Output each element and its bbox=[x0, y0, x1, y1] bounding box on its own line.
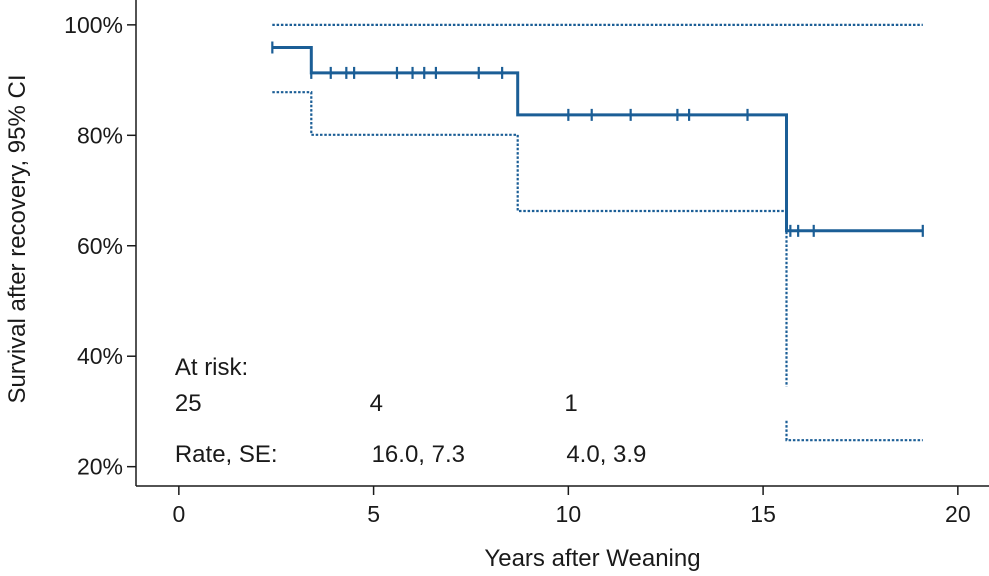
censor-layer bbox=[271, 41, 924, 237]
x-tick-label: 20 bbox=[945, 501, 971, 527]
lower-ci-line bbox=[272, 91, 788, 387]
at-risk-value: 4 bbox=[370, 390, 383, 417]
rate-value: 4.0, 3.9 bbox=[566, 441, 646, 468]
at-risk-label: At risk: bbox=[175, 354, 248, 381]
y-axis-title: Survival after recovery, 95% CI bbox=[4, 74, 31, 403]
x-tick-label: 0 bbox=[172, 501, 185, 527]
y-tick-label: 100% bbox=[64, 12, 123, 38]
y-tick-label: 60% bbox=[77, 233, 123, 259]
survival-estimate-line bbox=[272, 46, 923, 233]
x-tick-label: 5 bbox=[367, 501, 380, 527]
annotations: At risk: 25 4 1 Rate, SE: 16.0, 7.3 4.0, 3.… bbox=[175, 354, 647, 468]
ci-layer bbox=[272, 23, 923, 442]
estimate-layer bbox=[272, 46, 923, 233]
x-tick-label: 15 bbox=[750, 501, 776, 527]
x-axis-title: Years after Weaning bbox=[484, 545, 700, 572]
y-tick-label: 40% bbox=[77, 343, 123, 369]
rate-label: Rate, SE: bbox=[175, 441, 278, 468]
at-risk-value: 1 bbox=[564, 390, 577, 417]
axes: 20% 40% 60% 80% 100% 0 5 10 15 20 bbox=[64, 0, 989, 527]
at-risk-value: 25 bbox=[175, 390, 202, 417]
lower-ci-line bbox=[785, 420, 923, 442]
y-ticks: 20% 40% 60% 80% 100% bbox=[64, 12, 136, 480]
y-tick-label: 80% bbox=[77, 122, 123, 148]
x-ticks: 0 5 10 15 20 bbox=[172, 486, 971, 527]
y-tick-label: 20% bbox=[77, 454, 123, 480]
x-tick-label: 10 bbox=[556, 501, 582, 527]
rate-value: 16.0, 7.3 bbox=[372, 441, 465, 468]
at-risk-values: 25 4 1 bbox=[175, 390, 578, 417]
rate-values: 16.0, 7.3 4.0, 3.9 bbox=[372, 441, 647, 468]
